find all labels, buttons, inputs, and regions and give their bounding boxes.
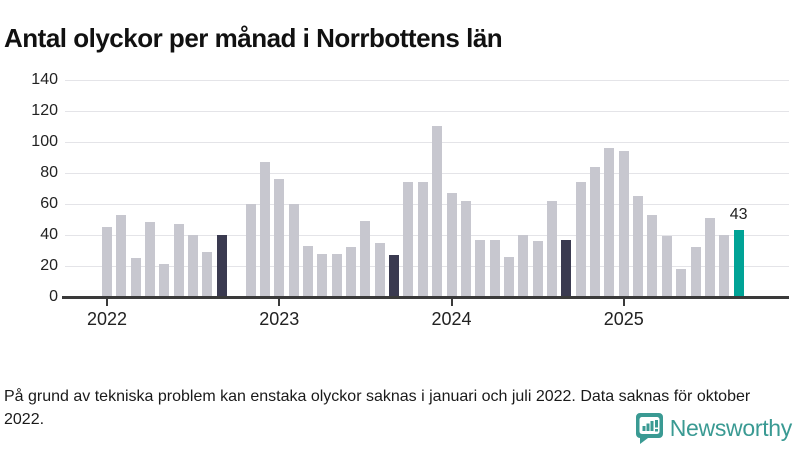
y-axis-tick-label: 80 <box>40 163 58 181</box>
bar-2022-03 <box>130 258 141 297</box>
bar-2025-02 <box>633 196 644 297</box>
bar-2025-05 <box>676 269 687 297</box>
y-axis-tick-label: 100 <box>31 132 58 150</box>
y-axis-tick-label: 140 <box>31 70 58 88</box>
newsworthy-logo-text: Newsworthy <box>669 414 793 441</box>
last-value-label: 43 <box>729 206 748 224</box>
bar-2024-12 <box>604 147 615 297</box>
bar-2023-02 <box>288 203 299 297</box>
y-axis-tick-label: 60 <box>40 194 58 212</box>
bar-2024-08 <box>547 200 557 297</box>
bar-2022-06 <box>173 224 184 297</box>
bar-2024-06 <box>518 234 529 297</box>
x-axis-year-label: 2023 <box>259 309 300 329</box>
bar-2025-07 <box>704 217 715 297</box>
bar-2024-10 <box>575 182 586 297</box>
bar-2025-01 <box>618 151 629 297</box>
bar-2024-05 <box>503 256 514 297</box>
bar-2023-12 <box>432 126 443 297</box>
bar-2024-07 <box>532 241 543 297</box>
bar-2025-09 <box>733 230 744 297</box>
bar-2023-03 <box>302 245 313 297</box>
x-axis-tick <box>278 299 281 306</box>
bar-2023-07 <box>360 220 371 297</box>
bar-2022-05 <box>159 264 170 297</box>
bar-2022-12 <box>259 161 270 297</box>
x-axis-tick <box>450 299 453 306</box>
bar-2024-01 <box>446 192 457 297</box>
bar-2023-10 <box>403 182 414 297</box>
bar-2022-08 <box>202 251 213 297</box>
bar-2024-02 <box>460 200 471 297</box>
bar-2022-04 <box>145 222 156 297</box>
bar-chart: 0 20 40 60 80 100 120 140 2022 2023 2024 2025 43 <box>31 70 789 329</box>
x-axis-tick <box>106 299 108 306</box>
x-axis-line <box>62 296 789 299</box>
newsworthy-branding: Newsworthy <box>635 412 792 444</box>
gridline-140 <box>65 79 789 81</box>
y-axis-tick-label: 20 <box>40 256 58 274</box>
x-axis-tick <box>622 299 625 306</box>
bar-2023-01 <box>274 178 285 297</box>
y-axis-tick-label: 40 <box>40 225 58 243</box>
bar-2025-04 <box>661 236 672 297</box>
bar-2023-05 <box>331 253 342 297</box>
bar-2023-04 <box>317 253 328 297</box>
y-axis-tick-label: 0 <box>49 288 58 305</box>
bar-2022-07 <box>188 234 199 297</box>
x-axis-year-label: 2025 <box>603 309 644 329</box>
gridline-120 <box>65 110 789 112</box>
x-axis-year-label: 2024 <box>431 309 472 329</box>
bar-2024-04 <box>489 239 500 297</box>
bar-2024-11 <box>590 166 601 297</box>
bar-2023-11 <box>417 182 428 297</box>
bar-2022-02 <box>116 214 127 297</box>
bar-2025-08 <box>719 234 730 297</box>
bar-2024-09 <box>561 239 572 297</box>
newsworthy-logo-icon <box>635 412 664 444</box>
gridline-80 <box>65 172 789 174</box>
page-title: Antal olyckor per månad i Norrbottens lä… <box>4 23 503 54</box>
gridline-100 <box>65 141 789 143</box>
y-axis-tick-label: 120 <box>31 101 58 119</box>
bar-2023-08 <box>374 242 385 297</box>
bar-2024-03 <box>475 239 486 297</box>
bar-2025-06 <box>690 247 701 297</box>
bar-2022-09 <box>216 234 227 297</box>
bar-2023-06 <box>346 247 357 297</box>
x-axis-year-label: 2022 <box>86 309 128 329</box>
bar-2025-03 <box>647 214 658 297</box>
bar-2022-11 <box>245 203 256 297</box>
bar-2022-01 <box>102 227 112 297</box>
bar-2023-09 <box>389 255 400 297</box>
chart-footnote: På grund av tekniska problem kan enstaka… <box>4 388 751 428</box>
